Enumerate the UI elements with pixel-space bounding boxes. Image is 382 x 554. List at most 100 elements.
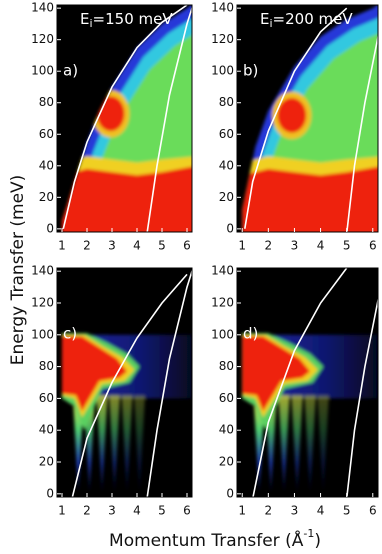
y-tick-label: 60 (39, 127, 54, 141)
y-tick-label: 40 (219, 158, 234, 172)
y-tick-label: 20 (39, 455, 54, 469)
x-tick-label: 5 (158, 504, 166, 518)
panel-frame (236, 267, 379, 498)
intensity-cone (96, 395, 108, 493)
y-tick-label: 140 (211, 264, 234, 278)
y-tick-label: 80 (219, 95, 234, 109)
incident-energy-symbol: E (260, 10, 269, 28)
incident-energy-value: =200 meV (273, 10, 354, 28)
x-tick-label: 2 (83, 504, 91, 518)
incident-energy-symbol: E (80, 10, 89, 28)
kinematic-limit (346, 296, 378, 497)
x-axis-label-text: Momentum Transfer (Å (109, 529, 304, 551)
panel-label: a) (63, 62, 78, 80)
x-tick-label: 6 (183, 239, 191, 253)
y-tick-label: 140 (211, 1, 234, 15)
x-tick-label: 5 (158, 239, 166, 253)
x-tick-label: 4 (133, 239, 141, 253)
y-tick-label: 20 (39, 190, 54, 204)
incident-energy-sub: i (89, 17, 92, 30)
x-tick-label: 3 (108, 239, 116, 253)
heatmap-image (62, 333, 192, 493)
x-tick-label: 1 (238, 504, 246, 518)
x-tick-label: 6 (183, 504, 191, 518)
incident-energy-sub: i (269, 17, 272, 30)
x-tick-label: 4 (317, 504, 325, 518)
x-tick-label: 4 (317, 239, 325, 253)
kinematic-limit (71, 273, 188, 497)
x-tick-label: 5 (343, 239, 351, 253)
y-tick-label: 0 (226, 221, 234, 235)
y-tick-label: 80 (219, 359, 234, 373)
heatmap-panel (237, 5, 378, 232)
y-tick-label: 80 (39, 95, 54, 109)
y-tick-label: 0 (226, 486, 234, 500)
intensity-cone (304, 395, 316, 493)
panel-label: d) (243, 325, 258, 343)
y-tick-label: 40 (39, 423, 54, 437)
kinematic-limit (346, 32, 378, 232)
y-tick-label: 60 (219, 391, 234, 405)
y-tick-label: 80 (39, 359, 54, 373)
y-tick-label: 20 (219, 455, 234, 469)
y-tick-label: 60 (39, 391, 54, 405)
panel-frame (56, 267, 193, 498)
intensity-high (62, 336, 127, 412)
panel-frame (236, 4, 379, 233)
y-tick-label: 40 (219, 423, 234, 437)
y-tick-label: 140 (31, 264, 54, 278)
y-tick-label: 60 (219, 127, 234, 141)
y-tick-label: 120 (31, 295, 54, 309)
x-tick-label: 2 (265, 504, 273, 518)
intensity-cone (291, 395, 303, 493)
heatmap-panel (57, 5, 192, 232)
y-tick-label: 140 (31, 1, 54, 15)
y-tick-label: 120 (211, 32, 234, 46)
y-tick-label: 100 (31, 64, 54, 78)
x-tick-label: 6 (369, 239, 377, 253)
x-tick-label: 1 (58, 239, 66, 253)
x-tick-label: 2 (83, 239, 91, 253)
y-tick-label: 120 (211, 295, 234, 309)
y-tick-label: 120 (31, 32, 54, 46)
y-tick-label: 0 (46, 221, 54, 235)
x-tick-label: 5 (343, 504, 351, 518)
y-tick-label: 100 (31, 327, 54, 341)
x-tick-label: 2 (265, 239, 273, 253)
incident-energy: Ei=150 meV (80, 10, 173, 31)
x-tick-label: 3 (108, 504, 116, 518)
x-tick-label: 4 (133, 504, 141, 518)
x-axis-label: Momentum Transfer (Å-1) (109, 527, 321, 551)
y-tick-label: 40 (39, 158, 54, 172)
x-tick-label: 1 (238, 239, 246, 253)
incident-energy-value: =150 meV (93, 10, 174, 28)
kinematic-limit (146, 5, 192, 232)
x-tick-label: 3 (291, 239, 299, 253)
x-tick-label: 3 (291, 504, 299, 518)
kinematic-limit (62, 5, 188, 229)
panel-label: b) (243, 62, 258, 80)
incident-energy: Ei=200 meV (260, 10, 353, 31)
kinematic-limit (244, 7, 348, 229)
heatmap-panel (57, 268, 192, 497)
x-tick-label: 6 (369, 504, 377, 518)
kinematic-limit (252, 268, 348, 497)
y-tick-label: 0 (46, 486, 54, 500)
intensity-cone (109, 395, 120, 493)
intensity-cone (278, 395, 290, 493)
intensity-high (62, 165, 192, 232)
heatmap-panel (237, 268, 378, 497)
intensity-cone (134, 395, 145, 493)
intensity-cone (317, 395, 329, 493)
intensity-peak (277, 98, 307, 133)
y-tick-label: 100 (211, 64, 234, 78)
intensity-cone (121, 395, 133, 493)
panel-label: c) (63, 325, 77, 343)
x-axis-label-end: ) (314, 531, 321, 551)
y-tick-label: 100 (211, 327, 234, 341)
panel-frame (56, 4, 193, 233)
y-axis-label: Energy Transfer (meV) (8, 175, 28, 366)
intensity-high (242, 165, 378, 232)
x-tick-label: 1 (58, 504, 66, 518)
